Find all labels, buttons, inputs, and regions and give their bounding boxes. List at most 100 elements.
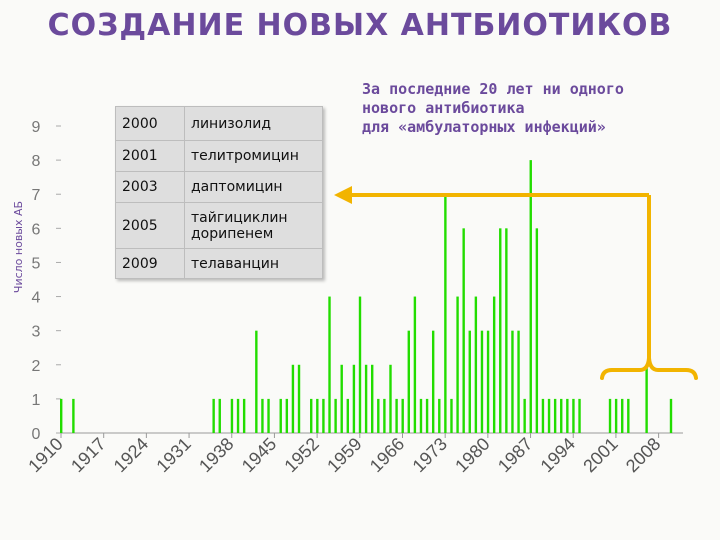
table-drug: даптомицин — [184, 171, 323, 203]
bar — [297, 364, 301, 433]
bar — [444, 194, 447, 433]
bar — [316, 398, 319, 433]
bar — [377, 398, 380, 433]
table-year: 2000 — [115, 106, 185, 141]
bar — [60, 398, 63, 433]
table-row: 2001 телитромицин — [115, 140, 323, 172]
table-row: 2003 даптомицин — [115, 171, 323, 203]
bar — [529, 160, 532, 433]
y-tick-label: 1 — [32, 392, 41, 409]
bar — [352, 364, 356, 433]
bar — [486, 330, 490, 433]
bar — [401, 398, 404, 433]
bracket-brace — [600, 357, 698, 380]
bar — [645, 364, 648, 433]
bar — [291, 364, 295, 433]
bar — [371, 364, 374, 433]
bar — [236, 398, 240, 433]
x-tick-label: 1952 — [280, 434, 322, 476]
x-tick-label: 1973 — [409, 434, 451, 476]
x-tick-label: 1987 — [494, 434, 536, 476]
bar — [395, 398, 398, 433]
bar — [541, 398, 545, 433]
bar — [242, 398, 246, 433]
x-tick-label: 1924 — [110, 434, 152, 476]
bar — [419, 398, 423, 433]
bar — [492, 296, 496, 433]
bar — [255, 330, 258, 433]
bar — [212, 398, 215, 433]
x-tick-label: 1938 — [195, 434, 237, 476]
bar — [517, 330, 520, 433]
bar — [614, 398, 618, 433]
bar — [413, 296, 417, 433]
bar — [499, 228, 502, 433]
x-tick-label: 1959 — [323, 434, 365, 476]
table-drug: тайгициклин дорипенем — [184, 202, 323, 249]
bar — [456, 296, 459, 433]
arrow-head-icon — [334, 186, 352, 204]
y-tick-label: 2 — [32, 358, 41, 375]
bar — [523, 398, 526, 433]
bar — [364, 364, 368, 433]
x-tick-label: 2001 — [579, 434, 621, 476]
bar — [505, 228, 508, 433]
x-tick-label: 2008 — [622, 434, 664, 476]
table-year: 2005 — [115, 202, 185, 249]
bar — [425, 398, 429, 433]
bar — [407, 330, 410, 433]
annotation-text: За последние 20 лет ни одного нового ант… — [362, 80, 712, 137]
bar — [346, 398, 350, 433]
annotation-line: для «амбулаторных инфекций» — [362, 118, 606, 136]
bar — [572, 398, 575, 433]
bar — [230, 398, 234, 433]
bar — [328, 296, 331, 433]
bar — [72, 398, 75, 433]
y-tick-label: 6 — [32, 221, 41, 238]
bar — [431, 330, 435, 433]
bar — [474, 296, 478, 433]
y-tick-label: 9 — [32, 119, 41, 136]
drug-table: 2000 линизолид 2001 телитромицин 2003 да… — [115, 106, 323, 279]
x-tick-label: 1945 — [238, 434, 280, 476]
table-drug: линизолид — [184, 106, 323, 141]
bar — [450, 398, 453, 433]
bar — [462, 228, 465, 433]
slide-title: СОЗДАНИЕ НОВЫХ АНТБИОТИКОВ — [47, 8, 673, 43]
bar — [279, 398, 282, 433]
table-row: 2009 телаванцин — [115, 248, 323, 279]
bar — [627, 398, 630, 433]
x-tick-label: 1917 — [67, 434, 109, 476]
table-row: 2005 тайгициклин дорипенем — [115, 202, 323, 249]
bar — [578, 398, 581, 433]
annotation-line: За последние 20 лет ни одного — [362, 80, 624, 98]
y-tick-label: 4 — [32, 290, 41, 307]
bar — [621, 398, 624, 433]
bar — [511, 330, 514, 433]
bar — [547, 398, 551, 433]
bar — [566, 398, 569, 433]
y-tick-label: 7 — [32, 187, 41, 204]
bar — [560, 398, 563, 433]
annotation-line: нового антибиотика — [362, 99, 525, 117]
bar — [334, 398, 337, 433]
y-tick-label: 3 — [32, 324, 41, 341]
y-tick-label: 0 — [32, 426, 41, 443]
table-year: 2003 — [115, 171, 185, 203]
x-tick-label: 1980 — [451, 434, 493, 476]
table-drug: телаванцин — [184, 248, 323, 279]
bar — [358, 296, 362, 433]
bar — [218, 398, 221, 433]
x-tick-label: 1994 — [537, 434, 579, 476]
table-year: 2009 — [115, 248, 185, 279]
bar — [468, 330, 471, 433]
bar — [267, 398, 270, 433]
table-year: 2001 — [115, 140, 185, 172]
y-tick-label: 8 — [32, 153, 41, 170]
bar — [389, 364, 392, 433]
table-drug: телитромицин — [184, 140, 323, 172]
bar — [553, 398, 557, 433]
x-tick-label: 1931 — [152, 434, 194, 476]
bar — [608, 398, 612, 433]
